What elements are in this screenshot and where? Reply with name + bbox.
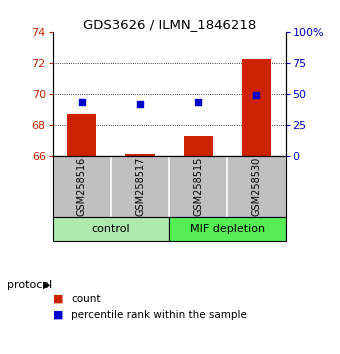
Bar [169, 217, 286, 241]
Text: ■: ■ [53, 310, 63, 320]
Text: GSM258516: GSM258516 [77, 157, 87, 216]
Text: control: control [91, 224, 130, 234]
Text: count: count [71, 294, 101, 304]
Text: protocol: protocol [7, 280, 52, 290]
Point [137, 101, 143, 107]
Bar [184, 136, 213, 156]
Bar [242, 59, 271, 156]
Bar [53, 217, 169, 241]
Text: ▶: ▶ [42, 280, 50, 290]
Text: MIF depletion: MIF depletion [190, 224, 265, 234]
Point [195, 99, 201, 105]
Bar [67, 114, 96, 156]
Text: GSM258530: GSM258530 [252, 157, 261, 216]
Point [79, 99, 85, 104]
Title: GDS3626 / ILMN_1846218: GDS3626 / ILMN_1846218 [83, 18, 256, 31]
Text: GSM258517: GSM258517 [135, 157, 145, 216]
Bar [125, 154, 155, 156]
Text: percentile rank within the sample: percentile rank within the sample [71, 310, 247, 320]
Point [254, 92, 259, 98]
Text: ■: ■ [53, 294, 63, 304]
Text: GSM258515: GSM258515 [193, 157, 203, 216]
